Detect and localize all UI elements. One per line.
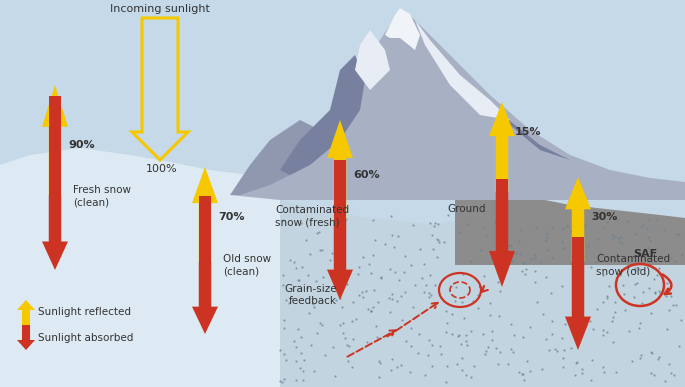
Text: Old snow
(clean): Old snow (clean) bbox=[223, 254, 271, 276]
Text: Fresh snow
(clean): Fresh snow (clean) bbox=[73, 185, 131, 207]
Polygon shape bbox=[355, 30, 390, 90]
Polygon shape bbox=[489, 192, 515, 287]
Text: 60%: 60% bbox=[353, 170, 379, 180]
Text: Contaminated
snow (old): Contaminated snow (old) bbox=[596, 254, 670, 276]
Polygon shape bbox=[327, 220, 353, 300]
Polygon shape bbox=[385, 8, 420, 50]
Text: Incoming sunlight: Incoming sunlight bbox=[110, 4, 210, 14]
Text: Grain-size
feedback: Grain-size feedback bbox=[284, 284, 337, 306]
Text: 70%: 70% bbox=[218, 212, 245, 222]
Polygon shape bbox=[455, 192, 685, 265]
Polygon shape bbox=[489, 102, 515, 192]
Polygon shape bbox=[230, 8, 685, 200]
Text: Ground: Ground bbox=[447, 204, 486, 214]
Text: SAF: SAF bbox=[633, 249, 657, 259]
Polygon shape bbox=[199, 195, 211, 262]
Polygon shape bbox=[49, 96, 61, 195]
Polygon shape bbox=[334, 160, 346, 220]
Polygon shape bbox=[565, 262, 591, 350]
Polygon shape bbox=[572, 236, 584, 262]
Polygon shape bbox=[17, 300, 35, 325]
Text: Sunlight absorbed: Sunlight absorbed bbox=[38, 333, 134, 343]
Polygon shape bbox=[415, 20, 510, 120]
Text: 100%: 100% bbox=[146, 164, 178, 174]
Text: 90%: 90% bbox=[68, 140, 95, 150]
Text: Sunlight reflected: Sunlight reflected bbox=[38, 307, 131, 317]
Polygon shape bbox=[42, 195, 68, 270]
Polygon shape bbox=[496, 178, 508, 192]
Polygon shape bbox=[565, 177, 591, 262]
Polygon shape bbox=[280, 200, 685, 387]
Polygon shape bbox=[192, 262, 218, 334]
Polygon shape bbox=[42, 85, 68, 195]
Polygon shape bbox=[0, 148, 280, 387]
Polygon shape bbox=[280, 55, 365, 175]
Polygon shape bbox=[450, 90, 570, 160]
Polygon shape bbox=[17, 325, 35, 350]
Polygon shape bbox=[192, 167, 218, 262]
Text: 30%: 30% bbox=[591, 212, 617, 222]
Polygon shape bbox=[327, 120, 353, 220]
Polygon shape bbox=[230, 120, 340, 195]
Text: Contaminated
snow (fresh): Contaminated snow (fresh) bbox=[275, 205, 349, 228]
Text: 15%: 15% bbox=[515, 127, 542, 137]
